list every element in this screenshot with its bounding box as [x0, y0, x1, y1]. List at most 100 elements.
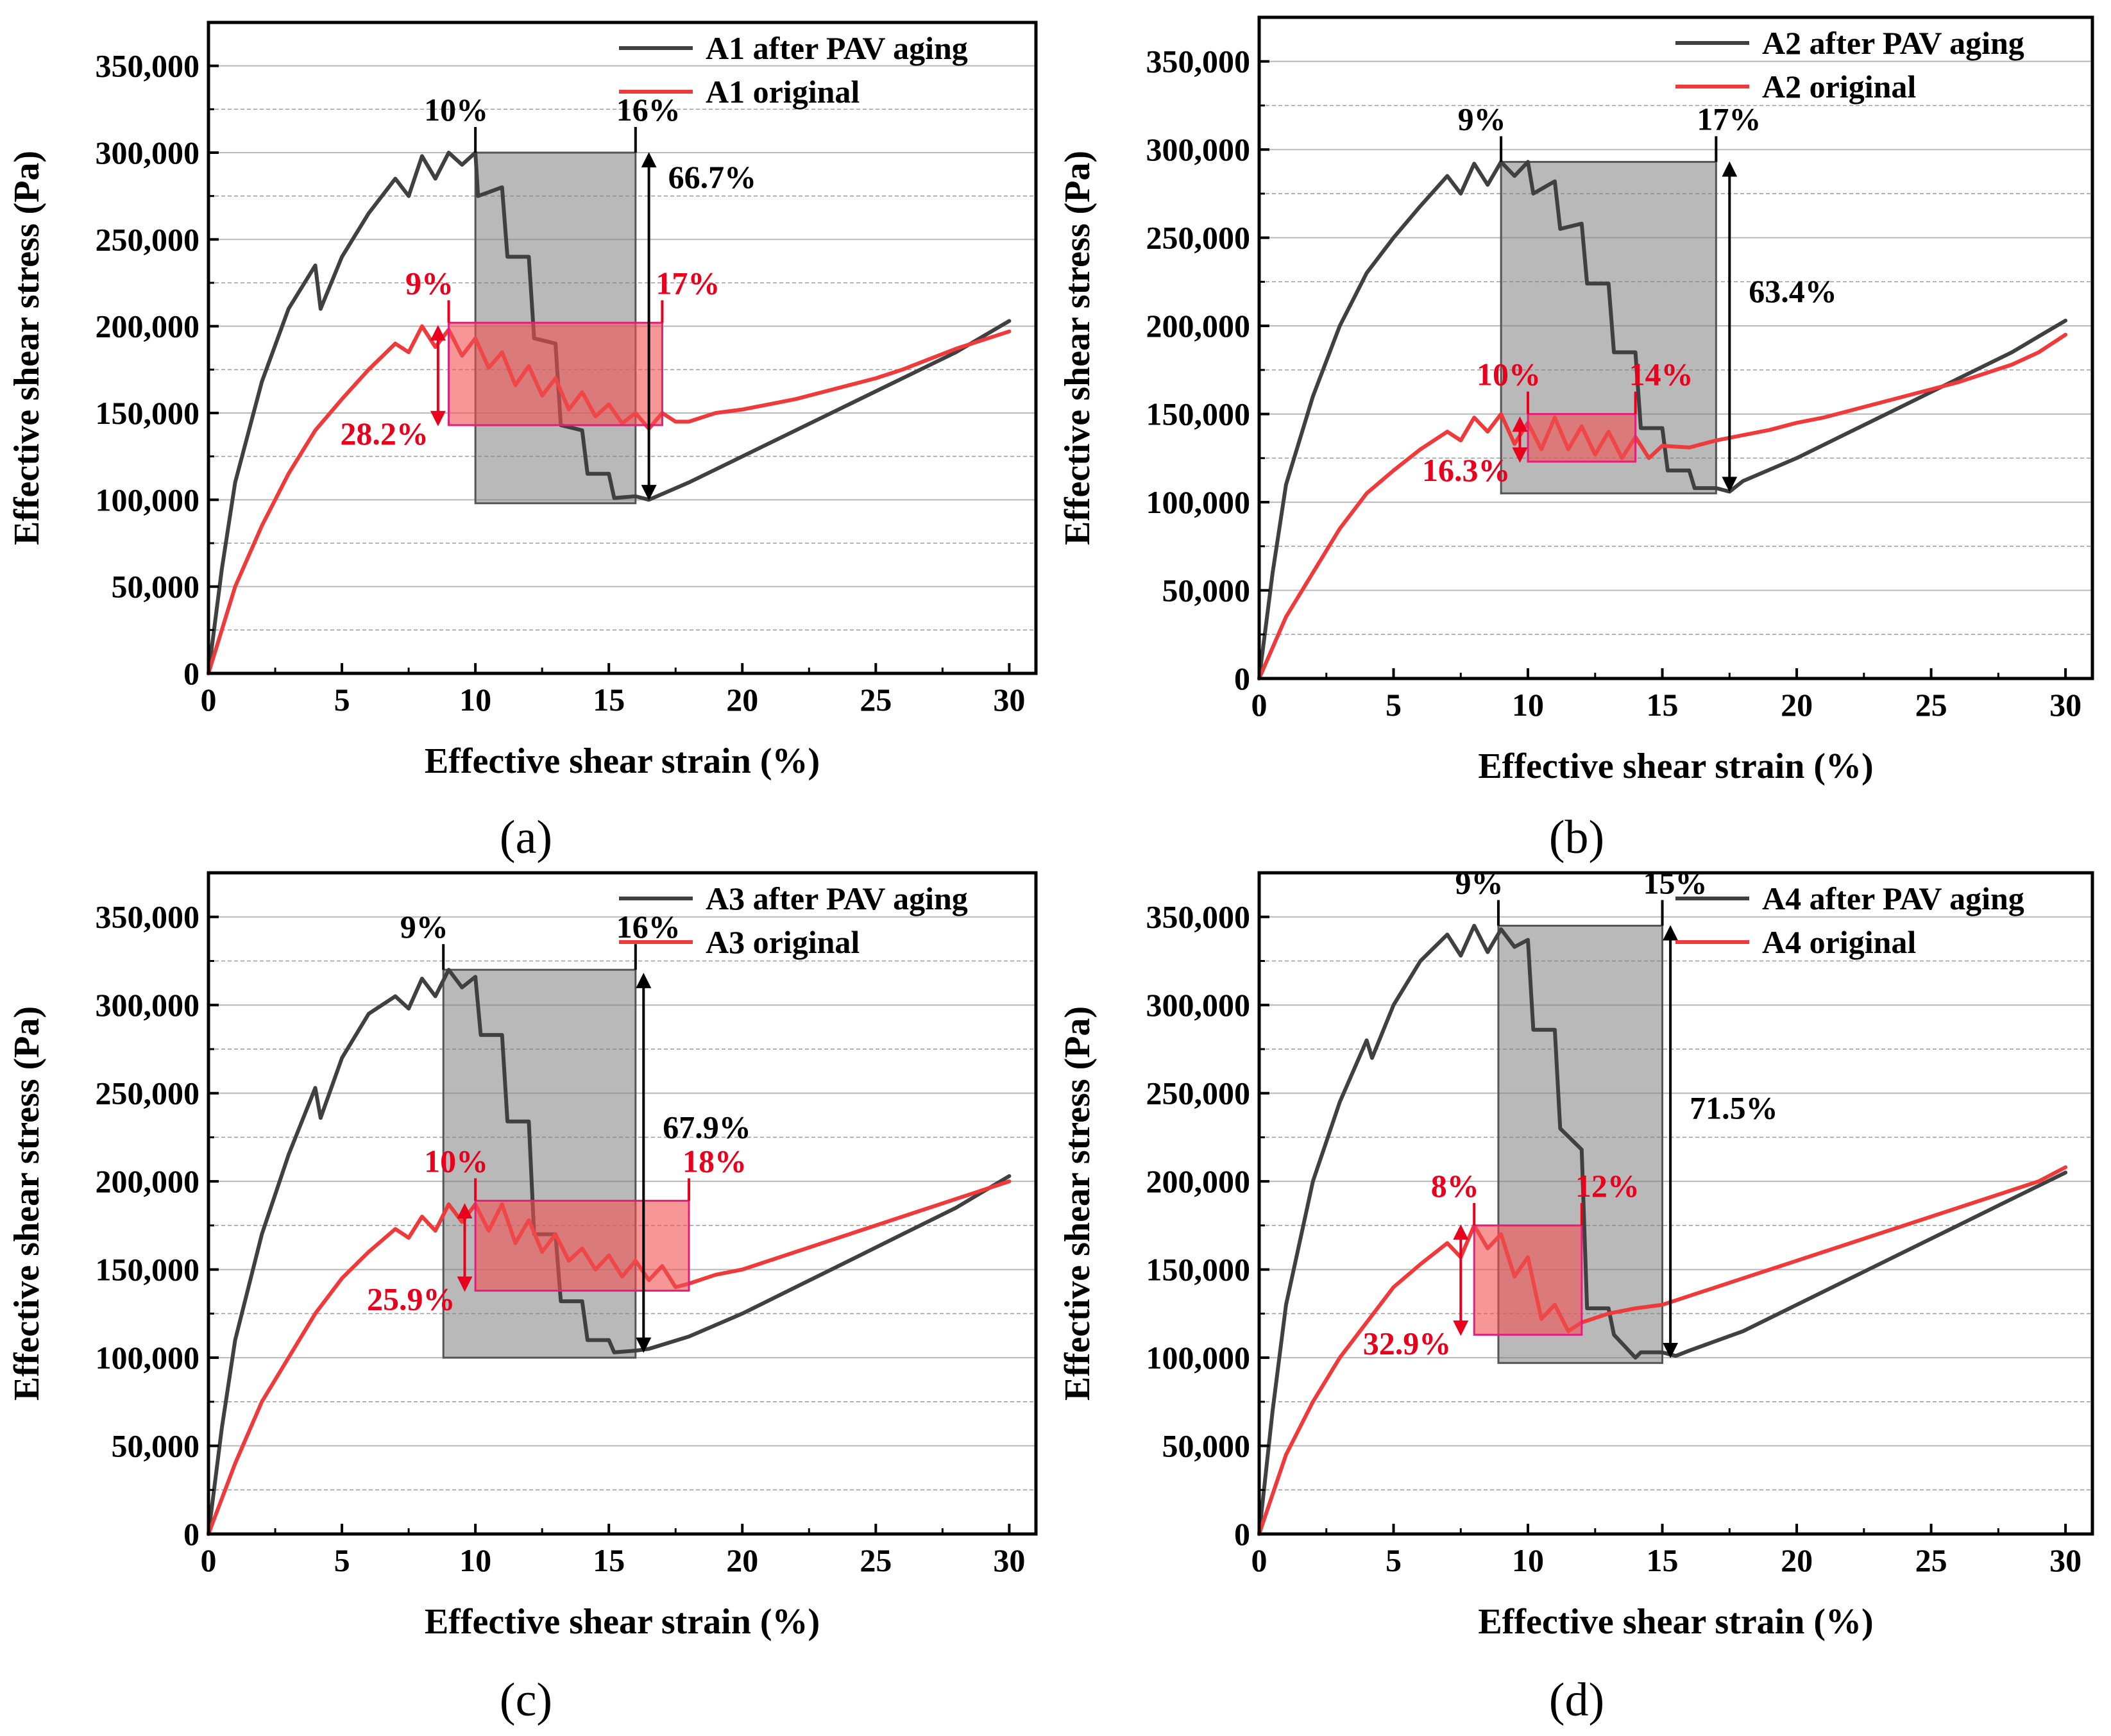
x-tick-label: 10	[1512, 1542, 1544, 1578]
x-tick-label: 20	[1781, 1542, 1813, 1578]
original-drop-percentage: 28.2%	[340, 416, 428, 451]
y-axis-title: Effective shear stress (Pa)	[1058, 151, 1098, 545]
x-tick-label: 30	[993, 682, 1025, 718]
aged-drop-percentage: 66.7%	[668, 159, 757, 195]
panel-label: (d)	[1549, 1674, 1604, 1726]
x-tick-label: 10	[1512, 687, 1544, 723]
plot-frame	[1257, 871, 2094, 1536]
legend-label-original: A1 original	[706, 74, 860, 110]
aged-trough-strain-label: 16%	[616, 92, 681, 128]
x-axis-title: Effective shear strain (%)	[425, 741, 820, 781]
y-tick-label: 100,000	[96, 482, 200, 518]
original-trough-strain-label: 18%	[682, 1143, 747, 1179]
x-tick-label: 5	[1386, 1542, 1402, 1578]
x-tick-label: 30	[993, 1542, 1025, 1578]
panel-label: (c)	[500, 1674, 552, 1726]
aged-peak-strain-label: 9%	[1455, 864, 1503, 900]
legend-label-original: A4 original	[1762, 924, 1916, 960]
legend: A1 after PAV aging A1 original	[619, 30, 968, 110]
original-drop-percentage: 32.9%	[1363, 1325, 1452, 1361]
y-tick-label: 350,000	[1146, 899, 1251, 935]
series-line-aged	[207, 151, 1012, 675]
y-tick-label: 200,000	[1146, 308, 1251, 344]
aged-drop-percentage: 71.5%	[1690, 1090, 1778, 1125]
legend-label-aged: A3 after PAV aging	[706, 881, 968, 916]
y-tick-label: 200,000	[96, 1163, 200, 1199]
legend-label-aged: A2 after PAV aging	[1762, 25, 2024, 61]
plot-frame	[207, 871, 1038, 1536]
legend-label-aged: A1 after PAV aging	[706, 30, 968, 66]
x-tick-label: 10	[459, 682, 491, 718]
chart-panel-d: 9% 15% 71.5% 8% 12% 32.9% 0 5 10 15 20 25 30 0 50,000 1…	[1058, 864, 2094, 1726]
panel-label: (b)	[1549, 811, 1604, 864]
legend: A3 after PAV aging A3 original	[619, 881, 968, 960]
aged-trough-strain-label: 15%	[1643, 864, 1708, 900]
chart-panel-c: 9% 16% 67.9% 10% 18% 25.9% 0 5 10 15 20 25 30 0 50,000…	[7, 871, 1038, 1726]
legend: A2 after PAV aging A2 original	[1675, 25, 2024, 105]
x-axis-title: Effective shear strain (%)	[425, 1602, 820, 1642]
legend-label-original: A3 original	[706, 924, 860, 960]
y-axis-title: Effective shear stress (Pa)	[1058, 1006, 1098, 1401]
x-axis-title: Effective shear strain (%)	[1478, 746, 1873, 786]
y-tick-label: 100,000	[96, 1340, 200, 1376]
original-drop-percentage: 16.3%	[1422, 452, 1511, 488]
x-axis-title: Effective shear strain (%)	[1478, 1602, 1873, 1642]
x-tick-label: 5	[334, 1542, 350, 1578]
y-tick-label: 300,000	[96, 987, 200, 1023]
aged-trough-strain-label: 16%	[616, 909, 681, 945]
x-tick-label: 15	[593, 1542, 625, 1578]
y-tick-label: 350,000	[1146, 44, 1251, 80]
series-line-aged	[1257, 160, 2068, 680]
aged-peak-strain-label: 9%	[400, 909, 448, 945]
panel-label: (a)	[500, 811, 552, 864]
aged-drop-region	[442, 968, 637, 1359]
x-tick-label: 20	[726, 1542, 758, 1578]
x-tick-label: 20	[726, 682, 758, 718]
y-tick-label: 150,000	[1146, 1252, 1251, 1288]
legend: A4 after PAV aging A4 original	[1675, 881, 2024, 960]
original-peak-strain-label: 10%	[1477, 357, 1541, 392]
aged-drop-percentage: 63.4%	[1749, 273, 1837, 309]
y-tick-label: 50,000	[1162, 573, 1251, 609]
series-line-aged	[1257, 923, 2068, 1536]
x-tick-label: 15	[1647, 687, 1679, 723]
original-drop-region	[1473, 1224, 1583, 1336]
x-tick-label: 25	[860, 682, 892, 718]
aged-peak-strain-label: 10%	[424, 92, 488, 128]
y-tick-label: 0	[1234, 1516, 1250, 1552]
aged-drop-percentage: 67.9%	[663, 1109, 751, 1145]
series-line-aged	[207, 968, 1012, 1536]
y-tick-label: 50,000	[112, 569, 200, 605]
legend-label-original: A2 original	[1762, 69, 1916, 105]
y-tick-label: 300,000	[1146, 987, 1251, 1023]
y-tick-label: 150,000	[96, 395, 200, 431]
x-tick-label: 30	[2049, 687, 2081, 723]
y-tick-label: 200,000	[96, 308, 200, 344]
y-axis-title: Effective shear stress (Pa)	[7, 1006, 47, 1401]
y-tick-label: 100,000	[1146, 484, 1251, 520]
x-tick-label: 0	[1251, 687, 1267, 723]
original-peak-strain-label: 10%	[424, 1143, 488, 1179]
y-tick-label: 200,000	[1146, 1163, 1251, 1199]
x-tick-label: 15	[1647, 1542, 1679, 1578]
x-tick-label: 0	[1251, 1542, 1267, 1578]
original-trough-strain-label: 17%	[656, 265, 720, 301]
x-tick-label: 25	[1915, 1542, 1947, 1578]
y-tick-label: 350,000	[96, 48, 200, 84]
x-tick-label: 0	[201, 682, 217, 718]
y-tick-label: 0	[183, 655, 199, 691]
x-tick-label: 5	[1386, 687, 1402, 723]
original-drop-region	[448, 321, 663, 426]
original-trough-strain-label: 12%	[1575, 1168, 1640, 1204]
chart-panel-b: 9% 17% 63.4% 10% 14% 16.3% 0 5 10 15 20 25 30 0 50,000…	[1058, 15, 2094, 864]
y-tick-label: 0	[1234, 661, 1250, 696]
y-tick-label: 300,000	[96, 135, 200, 171]
y-tick-label: 250,000	[96, 221, 200, 257]
y-tick-label: 250,000	[96, 1075, 200, 1111]
plot-frame	[207, 21, 1038, 675]
y-tick-label: 350,000	[96, 899, 200, 935]
original-trough-strain-label: 14%	[1629, 357, 1693, 392]
x-tick-label: 25	[860, 1542, 892, 1578]
x-tick-label: 25	[1915, 687, 1947, 723]
